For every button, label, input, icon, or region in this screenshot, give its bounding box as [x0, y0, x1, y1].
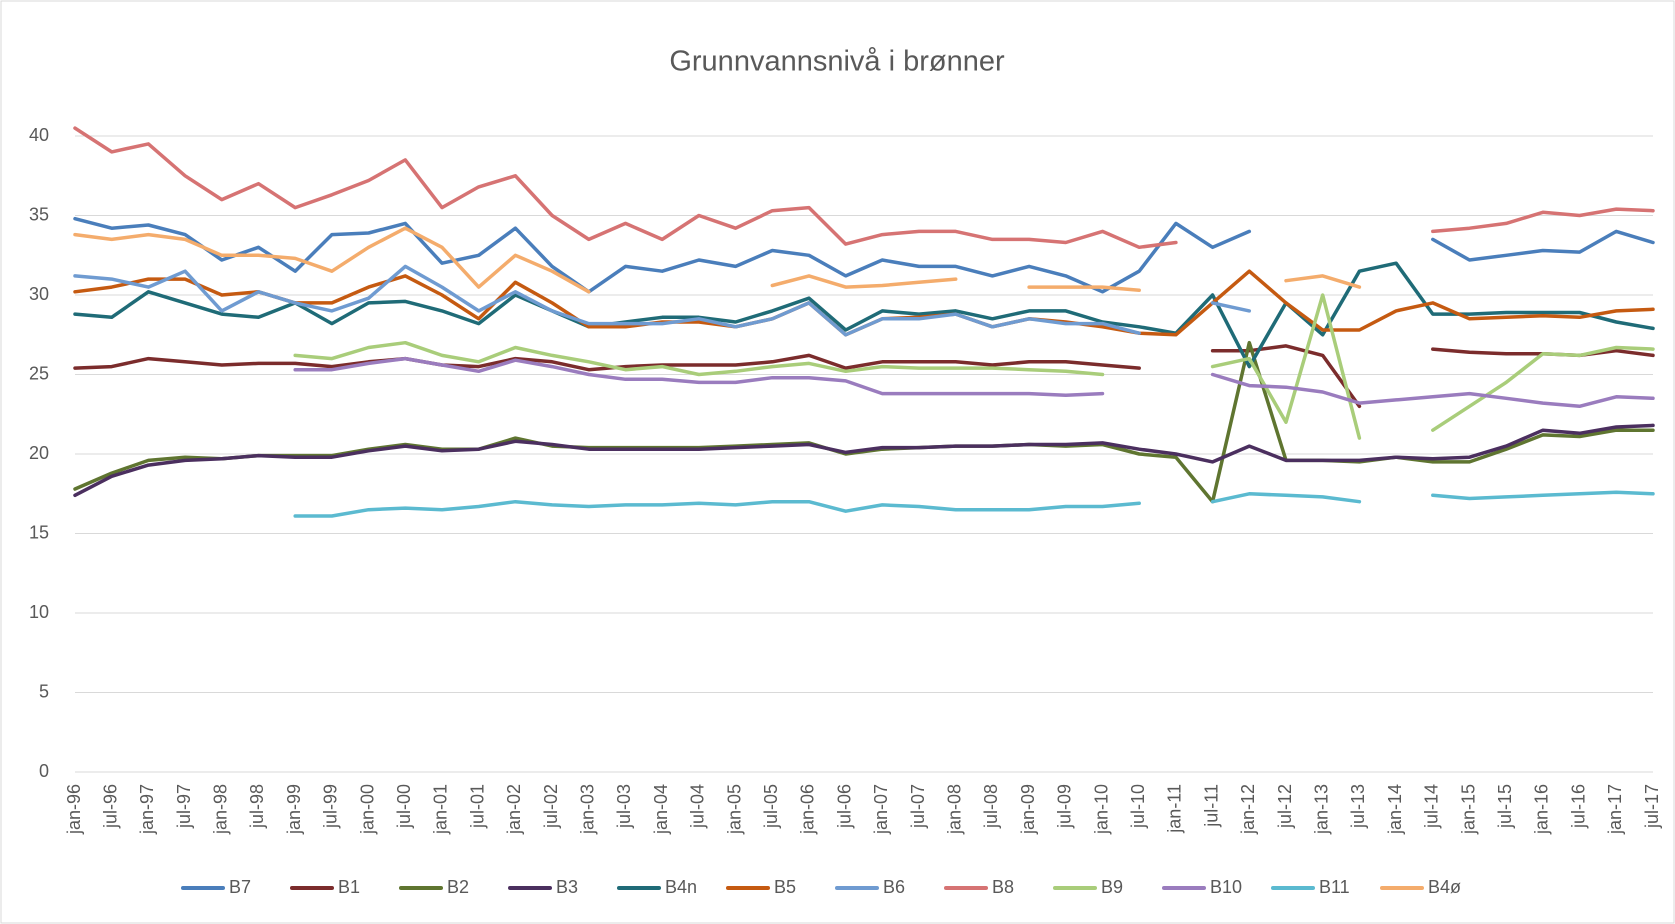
series-line: [73, 261, 1655, 369]
x-tick-label: jul-15: [1495, 784, 1515, 829]
legend-label: B11: [1319, 877, 1350, 897]
x-tick-label: jan-15: [1458, 784, 1478, 835]
series-line: [293, 293, 1655, 440]
y-tick-label: 35: [29, 204, 49, 224]
x-tick-label: jan-99: [284, 784, 304, 835]
x-tick-label: jul-99: [321, 784, 341, 829]
x-tick-label: jan-17: [1605, 784, 1625, 835]
x-tick-label: jul-02: [541, 784, 561, 829]
x-tick-label: jul-01: [467, 784, 487, 829]
x-tick-label: jul-11: [1201, 784, 1221, 828]
legend-label: B5: [774, 877, 796, 897]
x-tick-label: jul-17: [1642, 784, 1662, 829]
x-tick-label: jan-14: [1385, 784, 1405, 835]
y-tick-label: 40: [29, 125, 49, 145]
y-tick-label: 10: [29, 602, 49, 622]
x-tick-label: jan-02: [504, 784, 524, 835]
series-line: [73, 126, 1655, 250]
x-tick-label: jan-16: [1532, 784, 1552, 835]
x-tick-label: jan-10: [1091, 784, 1111, 835]
x-tick-label: jan-96: [64, 784, 84, 835]
x-tick-label: jan-07: [871, 784, 891, 835]
x-tick-label: jan-11: [1165, 784, 1185, 834]
series-line: [73, 423, 1655, 498]
x-tick-label: jul-97: [174, 784, 194, 829]
legend-label: B3: [556, 877, 578, 897]
x-tick-label: jan-08: [944, 784, 964, 835]
y-tick-label: 25: [29, 363, 49, 383]
legend-label: B10: [1210, 877, 1242, 897]
series-line: [73, 216, 1655, 294]
x-tick-label: jul-00: [394, 784, 414, 829]
legend-label: B4n: [665, 877, 697, 897]
legend-label: B1: [338, 877, 360, 897]
x-tick-label: jul-08: [981, 784, 1001, 829]
x-tick-label: jan-03: [578, 784, 598, 835]
legend-label: B8: [992, 877, 1014, 897]
x-tick-label: jul-09: [1055, 784, 1075, 829]
x-tick-label: jul-16: [1568, 784, 1588, 829]
legend-label: B9: [1101, 877, 1123, 897]
x-tick-label: jul-13: [1348, 784, 1368, 829]
x-tick-label: jan-04: [651, 784, 671, 835]
series-line: [293, 490, 1655, 518]
x-tick-label: jul-10: [1128, 784, 1148, 829]
y-tick-label: 20: [29, 443, 49, 463]
y-tick-label: 30: [29, 284, 49, 304]
x-tick-label: jul-04: [688, 784, 708, 829]
x-tick-label: jan-13: [1311, 784, 1331, 835]
x-tick-label: jul-14: [1422, 784, 1442, 829]
x-tick-label: jul-06: [834, 784, 854, 829]
x-tick-label: jan-05: [724, 784, 744, 835]
series-line: [293, 356, 1655, 409]
x-tick-label: jan-97: [137, 784, 157, 835]
x-tick-label: jul-05: [761, 784, 781, 829]
y-tick-label: 5: [39, 681, 49, 701]
x-tick-label: jan-12: [1238, 784, 1258, 835]
x-tick-label: jul-96: [100, 784, 120, 829]
legend-label: B2: [447, 877, 469, 897]
y-tick-label: 15: [29, 522, 49, 542]
x-tick-label: jan-09: [1018, 784, 1038, 835]
x-tick-label: jul-98: [247, 784, 267, 829]
x-tick-label: jan-06: [798, 784, 818, 835]
x-tick-label: jul-07: [908, 784, 928, 829]
x-tick-label: jan-01: [431, 784, 451, 835]
legend-label: B7: [229, 877, 251, 897]
x-tick-label: jul-03: [614, 784, 634, 829]
chart-title: Grunnvannsnivå i brønner: [669, 46, 1005, 78]
legend-label: B6: [883, 877, 905, 897]
x-tick-label: jul-12: [1275, 784, 1295, 829]
legend-label: B4ø: [1428, 877, 1461, 897]
x-tick-label: jan-98: [211, 784, 231, 835]
y-tick-label: 0: [39, 761, 49, 781]
x-tick-label: jan-00: [357, 784, 377, 835]
